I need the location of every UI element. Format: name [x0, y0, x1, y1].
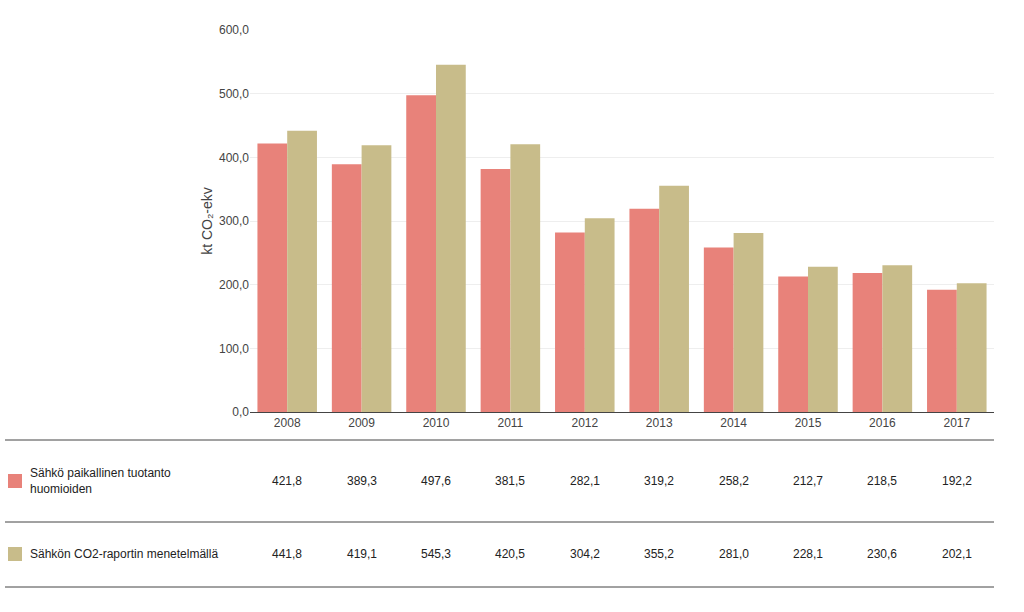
svg-text:389,3: 389,3: [347, 474, 377, 488]
svg-text:304,2: 304,2: [570, 547, 600, 561]
svg-text:319,2: 319,2: [644, 474, 674, 488]
svg-text:2010: 2010: [423, 416, 450, 430]
svg-text:281,0: 281,0: [719, 547, 749, 561]
svg-text:421,8: 421,8: [272, 474, 302, 488]
svg-text:218,5: 218,5: [867, 474, 897, 488]
svg-text:300,0: 300,0: [219, 214, 249, 228]
svg-text:2011: 2011: [497, 416, 523, 430]
svg-text:600,0: 600,0: [219, 23, 249, 37]
svg-text:kt CO₂-ekv: kt CO₂-ekv: [199, 187, 215, 255]
svg-text:212,7: 212,7: [793, 474, 823, 488]
svg-text:2017: 2017: [943, 416, 970, 430]
svg-text:200,0: 200,0: [219, 278, 249, 292]
svg-text:355,2: 355,2: [644, 547, 674, 561]
svg-text:2013: 2013: [646, 416, 673, 430]
svg-text:Sähkö paikallinen tuotantohuom: Sähkö paikallinen tuotantohuomioiden: [30, 466, 171, 496]
svg-text:400,0: 400,0: [219, 151, 249, 165]
svg-text:Sähkön CO2-raportin menetelmäl: Sähkön CO2-raportin menetelmällä: [30, 547, 218, 561]
svg-text:2008: 2008: [274, 416, 301, 430]
svg-text:282,1: 282,1: [570, 474, 600, 488]
svg-text:2016: 2016: [869, 416, 896, 430]
svg-text:500,0: 500,0: [219, 87, 249, 101]
svg-text:100,0: 100,0: [219, 342, 249, 356]
svg-text:420,5: 420,5: [495, 547, 525, 561]
svg-text:2014: 2014: [720, 416, 747, 430]
svg-text:419,1: 419,1: [347, 547, 377, 561]
svg-text:2012: 2012: [571, 416, 598, 430]
svg-text:545,3: 545,3: [421, 547, 451, 561]
svg-text:202,1: 202,1: [942, 547, 972, 561]
svg-text:441,8: 441,8: [272, 547, 302, 561]
svg-text:0,0: 0,0: [232, 405, 249, 419]
svg-text:497,6: 497,6: [421, 474, 451, 488]
svg-text:2015: 2015: [795, 416, 822, 430]
svg-text:228,1: 228,1: [793, 547, 823, 561]
svg-text:230,6: 230,6: [867, 547, 897, 561]
svg-text:2009: 2009: [348, 416, 375, 430]
svg-text:258,2: 258,2: [719, 474, 749, 488]
svg-text:192,2: 192,2: [942, 474, 972, 488]
svg-text:381,5: 381,5: [495, 474, 525, 488]
